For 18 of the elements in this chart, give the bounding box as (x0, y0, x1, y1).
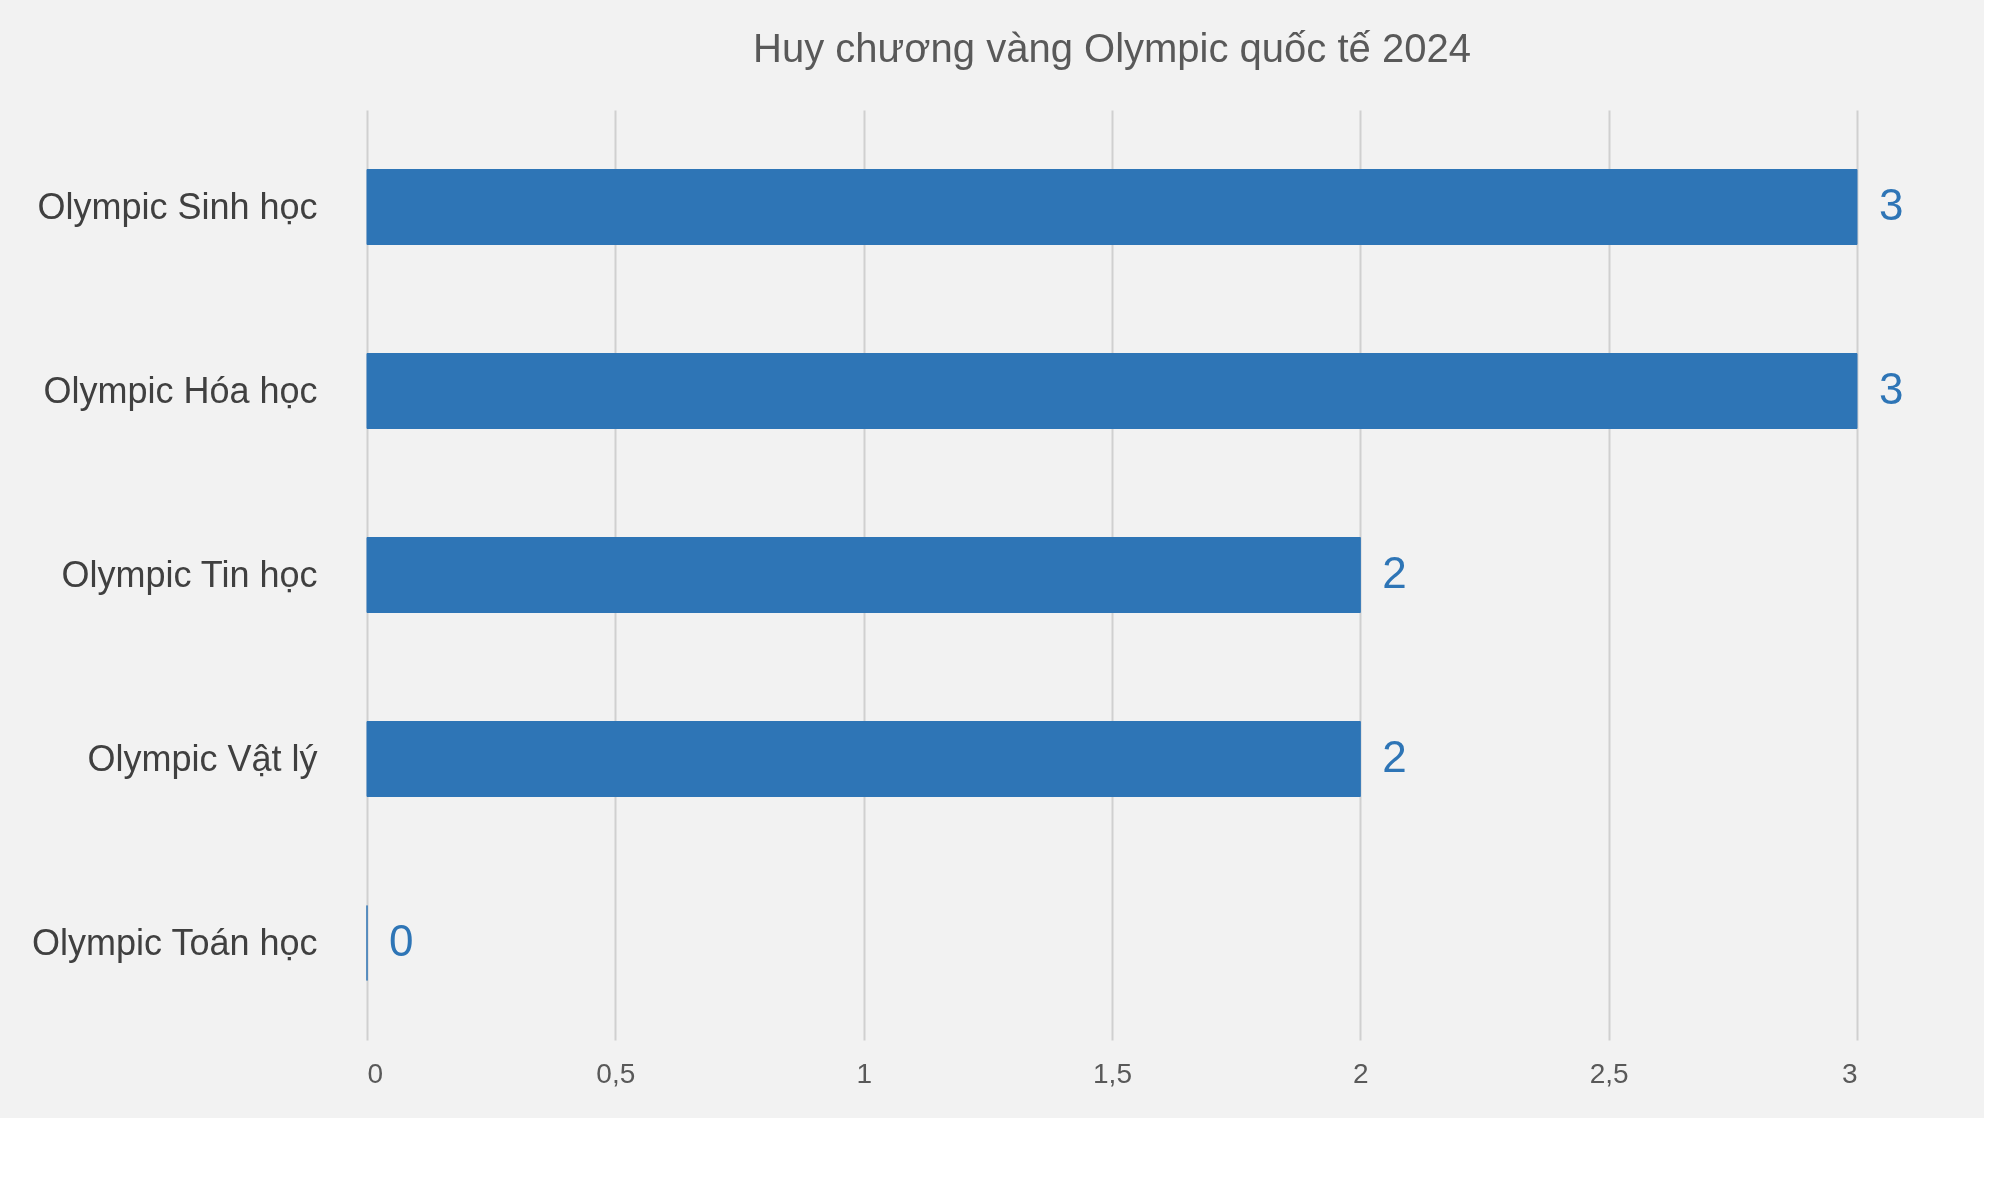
data-label: 0 (389, 916, 414, 965)
x-tick-label: 0,5 (596, 1057, 636, 1089)
chart-title: Huy chương vàng Olympic quốc tế 2024 (753, 26, 1471, 70)
x-tick-label: 2 (1353, 1057, 1369, 1089)
x-tick-label: 3 (1841, 1057, 1858, 1089)
y-tick-label: Olympic Tin học (61, 553, 318, 595)
y-tick-label: Olympic Sinh học (37, 185, 318, 227)
y-tick-label: Olympic Vật lý (87, 737, 318, 779)
data-label: 2 (1382, 732, 1407, 781)
data-label: 3 (1879, 364, 1904, 413)
data-label: 3 (1879, 180, 1904, 229)
x-tick-label: 2,5 (1589, 1057, 1629, 1089)
data-label: 2 (1382, 548, 1407, 597)
y-tick-label: Olympic Toán học (32, 921, 318, 963)
x-tick-label: 1 (856, 1057, 872, 1089)
y-tick-label: Olympic Hóa học (43, 369, 318, 411)
x-tick-label: 1,5 (1093, 1057, 1132, 1089)
x-tick-label: 0 (367, 1057, 384, 1089)
